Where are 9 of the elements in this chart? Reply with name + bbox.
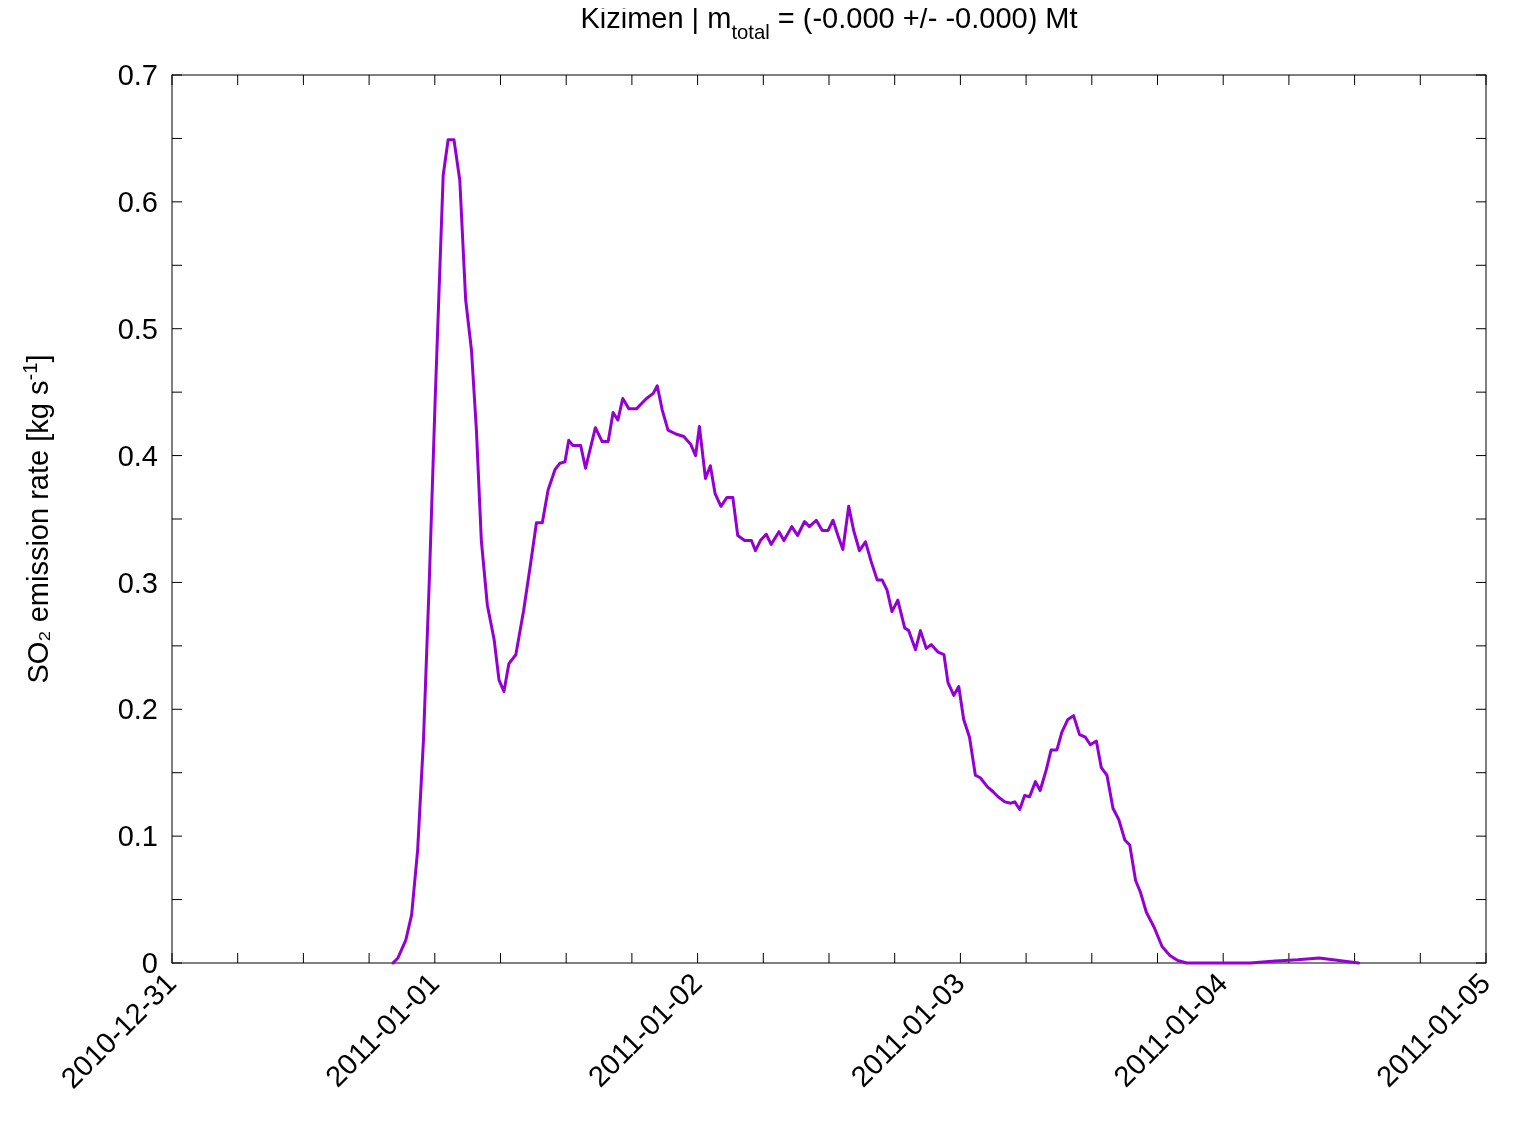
y-tick-label: 0.1: [117, 820, 158, 853]
y-tick-label: 0.4: [117, 439, 158, 472]
y-tick-label: 0: [141, 947, 158, 980]
y-tick-label: 0.7: [117, 59, 158, 92]
y-tick-label: 0.6: [117, 186, 158, 219]
line-series: [391, 138, 1361, 965]
y-tick-label: 0.3: [117, 566, 158, 599]
y-tick-label: 0.2: [117, 693, 158, 726]
y-tick-label: 0.5: [117, 312, 158, 345]
